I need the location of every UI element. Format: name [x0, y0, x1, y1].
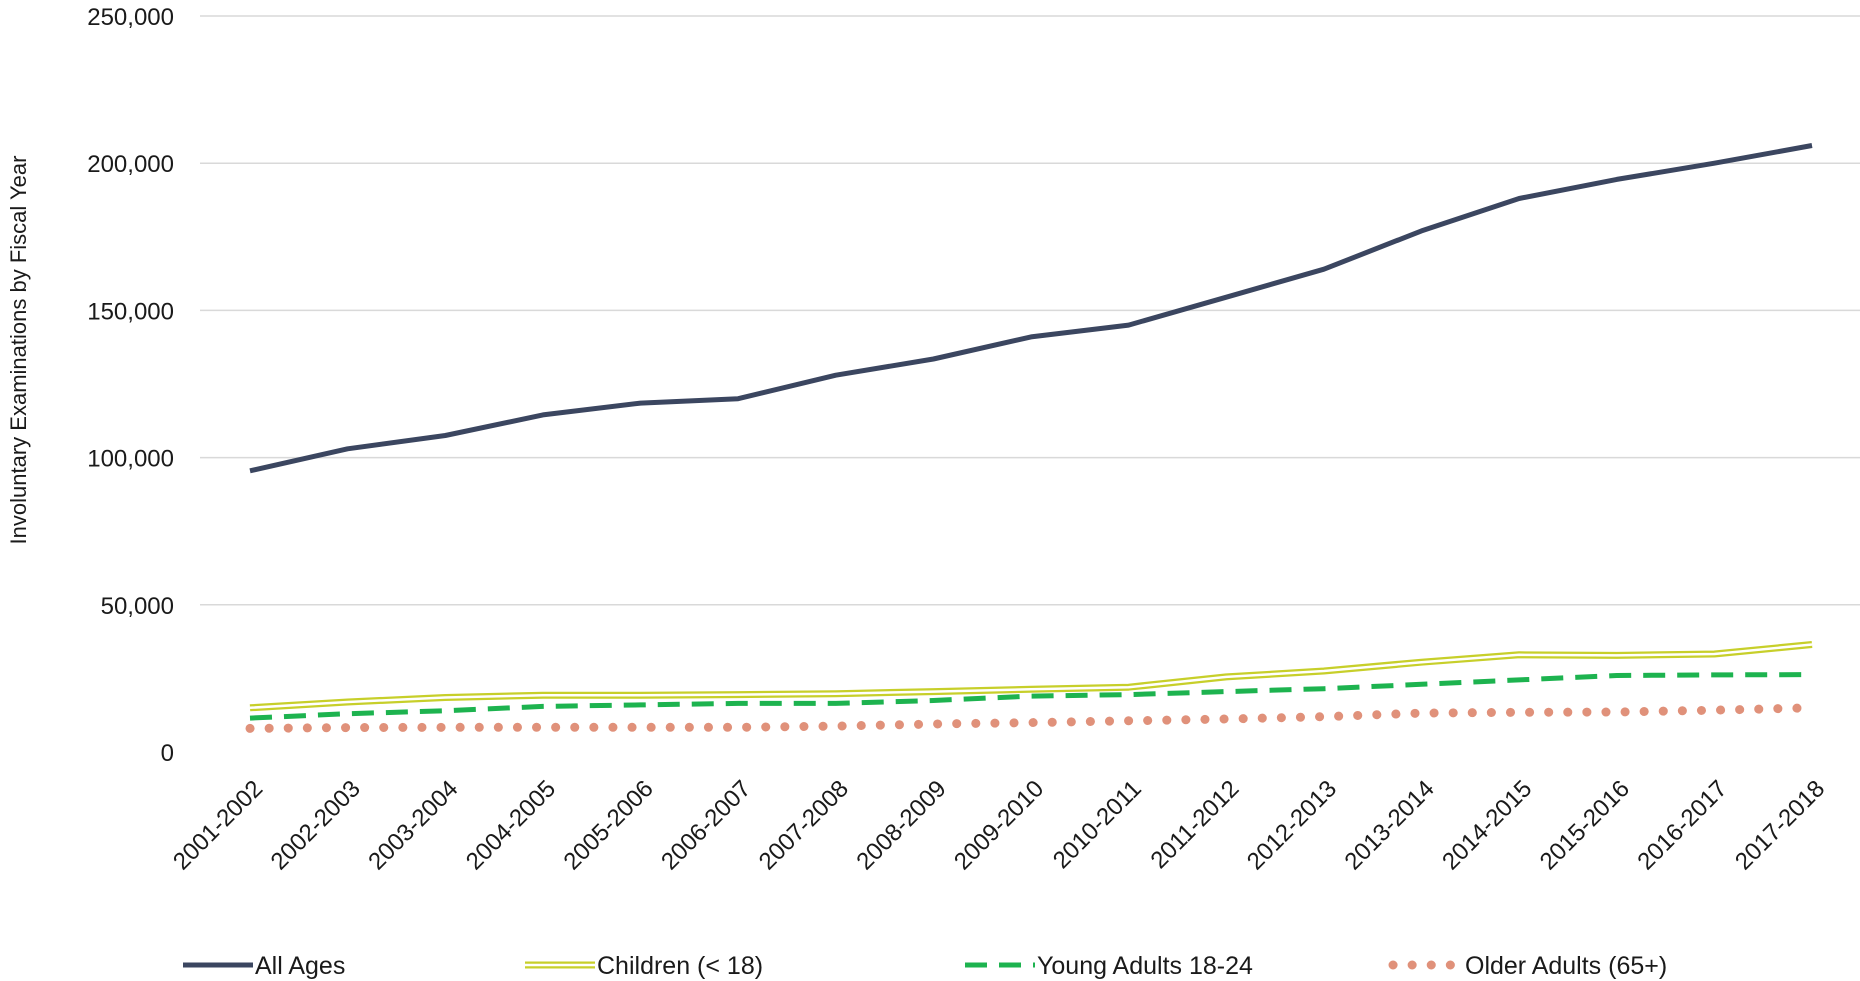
x-tick-label: 2003-2004 — [363, 775, 463, 875]
x-tick-label: 2014-2015 — [1437, 775, 1537, 875]
series-line-older-adults-65 — [245, 703, 1817, 733]
x-tick-label: 2002-2003 — [266, 775, 366, 875]
series-lines — [245, 143, 1817, 733]
legend-label: All Ages — [255, 952, 345, 980]
series-line-young-adults-18-24 — [249, 672, 1813, 721]
x-axis-tick-labels: 2001-20022002-20032003-20042004-20052005… — [168, 775, 1830, 875]
x-tick-label: 2005-2006 — [558, 775, 658, 875]
y-axis-tick-labels: 0 50,000 100,000 150,000 200,000 250,000 — [87, 4, 174, 767]
x-tick-label: 2016-2017 — [1632, 775, 1732, 875]
y-tick-label: 250,000 — [87, 4, 174, 31]
legend-item-all-ages: All Ages — [183, 952, 345, 980]
x-tick-label: 2004-2005 — [461, 775, 561, 875]
series-young-adults-18-24 — [249, 672, 1813, 721]
legend-item-children-18: Children (< 18) — [525, 952, 763, 980]
x-tick-label: 2012-2013 — [1242, 775, 1342, 875]
legend-label: Children (< 18) — [597, 952, 763, 980]
series-line-children-18-inner — [249, 643, 1813, 710]
y-tick-label: 50,000 — [101, 593, 174, 620]
x-tick-label: 2010-2011 — [1048, 775, 1147, 874]
x-tick-label: 2011-2012 — [1145, 775, 1244, 874]
x-tick-label: 2017-2018 — [1730, 775, 1830, 875]
gridlines — [200, 15, 1860, 606]
x-tick-label: 2009-2010 — [949, 775, 1049, 875]
legend-item-young-adults-18-24: Young Adults 18-24 — [965, 952, 1253, 980]
y-axis-title: Involuntary Examinations by Fiscal Year — [6, 156, 31, 545]
legend: All Ages Children (< 18) Young Adults 18-2… — [183, 952, 1667, 980]
x-tick-label: 2001-2002 — [168, 775, 268, 875]
y-tick-label: 0 — [161, 740, 174, 767]
y-tick-label: 150,000 — [87, 298, 174, 325]
series-line-all-ages — [249, 143, 1813, 474]
x-tick-label: 2007-2008 — [754, 775, 854, 875]
x-tick-label: 2013-2014 — [1339, 775, 1439, 875]
legend-label: Older Adults (65+) — [1465, 952, 1667, 980]
x-tick-label: 2008-2009 — [851, 775, 951, 875]
series-older-adults-65 — [245, 703, 1817, 733]
x-tick-label: 2015-2016 — [1535, 775, 1635, 875]
x-tick-label: 2006-2007 — [656, 775, 756, 875]
series-children-18 — [249, 641, 1813, 712]
legend-label: Young Adults 18-24 — [1037, 952, 1253, 980]
legend-item-older-adults-65: Older Adults (65+) — [1388, 952, 1667, 980]
y-tick-label: 100,000 — [87, 446, 174, 473]
series-all-ages — [249, 143, 1813, 474]
y-tick-label: 200,000 — [87, 151, 174, 178]
